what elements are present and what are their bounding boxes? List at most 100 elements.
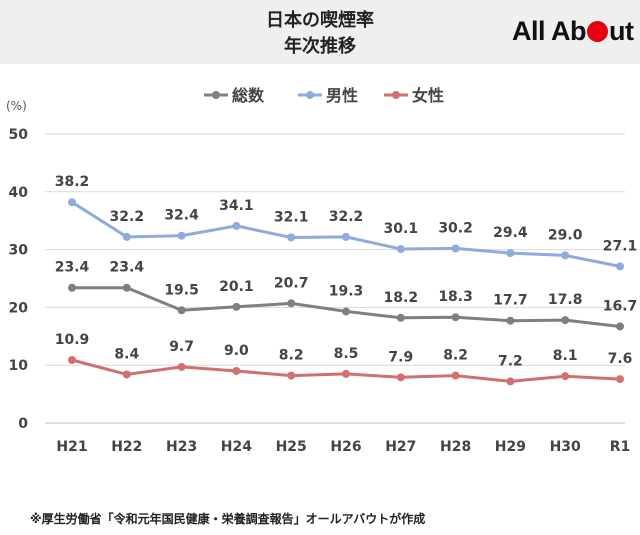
data-point-total [287, 299, 296, 308]
data-label-female: 9.7 [169, 339, 194, 355]
data-point-male [506, 249, 515, 258]
data-point-total [396, 313, 405, 322]
chart-title: 日本の喫煙率 [266, 10, 374, 31]
y-tick-label: 30 [9, 243, 29, 259]
source-footnote: ※厚生労働省「令和元年国民健康・栄養調査報告」オールアバウトが作成 [30, 512, 426, 526]
x-tick-label: H30 [550, 439, 581, 455]
data-label-total: 18.3 [438, 289, 473, 305]
legend-item-male: 男性 [298, 86, 358, 105]
x-tick-label: H25 [276, 439, 307, 455]
legend: 総数 男性 女性 [204, 86, 444, 105]
logo-text-b: ut [609, 16, 634, 46]
gridlines [45, 133, 625, 424]
x-tick-label: H23 [166, 439, 197, 455]
y-tick-label: 50 [9, 127, 29, 143]
data-point-total [177, 306, 186, 315]
data-point-total [506, 316, 515, 325]
data-point-male [561, 251, 570, 260]
series-total: 23.4 23.4 19.5 20.1 20.7 19.3 18.2 18.3 17.7 17.8… [55, 260, 638, 331]
data-label-male: 29.0 [548, 227, 583, 243]
allabout-logo: All Ab ut [512, 16, 634, 46]
data-point-male [122, 232, 131, 241]
data-label-total: 19.3 [329, 283, 364, 299]
data-label-total: 23.4 [110, 260, 145, 276]
data-point-female [342, 369, 350, 378]
data-point-male [287, 233, 296, 242]
data-point-female [616, 375, 624, 384]
y-tick-label: 0 [18, 416, 28, 432]
chart-subtitle: 年次推移 [284, 36, 356, 57]
data-point-male [232, 221, 241, 230]
data-label-male: 32.2 [110, 209, 145, 225]
x-tick-label: H21 [56, 439, 87, 455]
data-point-total [68, 283, 76, 292]
y-axis-label: (%) [6, 99, 27, 113]
data-label-total: 17.7 [493, 293, 528, 309]
header-bar: 日本の喫煙率 年次推移 All Ab ut [0, 0, 640, 64]
series-female: 10.9 8.4 9.7 9.0 8.2 8.5 7.9 8.2 7.2 8.1 7.6 [55, 332, 633, 386]
data-point-male [68, 198, 76, 207]
data-point-total [451, 313, 460, 322]
y-tick-label: 20 [9, 300, 29, 316]
data-point-female [451, 371, 460, 380]
x-tick-label: R1 [610, 439, 631, 455]
data-point-total [342, 307, 350, 316]
logo-dot-icon [587, 21, 608, 42]
data-label-total: 19.5 [164, 282, 199, 298]
data-label-male: 38.2 [55, 174, 90, 190]
y-axis: (%) 0 10 20 30 40 50 [6, 99, 28, 432]
data-label-male: 34.1 [219, 198, 254, 214]
data-label-female: 8.1 [553, 348, 578, 364]
legend-marker-total [212, 91, 220, 99]
data-label-total: 20.1 [219, 279, 254, 295]
data-point-female [561, 372, 570, 381]
data-label-female: 9.0 [224, 343, 249, 359]
data-point-male [616, 262, 624, 271]
data-label-male: 30.1 [384, 221, 419, 237]
legend-item-female: 女性 [384, 86, 444, 105]
legend-marker-male [306, 91, 314, 99]
data-point-female [68, 355, 76, 364]
data-point-total [616, 322, 624, 331]
data-label-female: 7.6 [608, 351, 633, 367]
y-tick-label: 10 [9, 358, 29, 374]
data-point-male [177, 231, 186, 240]
data-point-total [122, 283, 131, 292]
data-point-female [396, 373, 405, 382]
data-label-total: 23.4 [55, 260, 90, 276]
data-label-male: 32.2 [329, 209, 364, 225]
data-label-male: 32.1 [274, 209, 309, 225]
x-tick-label: H27 [385, 439, 416, 455]
data-label-male: 29.4 [493, 225, 528, 241]
x-tick-label: H24 [221, 439, 252, 455]
y-tick-label: 40 [9, 185, 29, 201]
data-label-total: 16.7 [603, 298, 638, 314]
data-point-male [451, 244, 460, 253]
data-label-total: 18.2 [384, 290, 419, 306]
data-label-male: 27.1 [603, 238, 638, 254]
data-label-female: 8.2 [279, 348, 304, 364]
data-label-female: 7.9 [388, 349, 413, 365]
data-label-female: 7.2 [498, 353, 523, 369]
data-label-female: 8.5 [334, 346, 359, 362]
x-tick-label: H28 [440, 439, 471, 455]
logo-text-a: All Ab [512, 16, 587, 46]
data-point-female [177, 362, 186, 371]
data-label-female: 8.2 [443, 348, 468, 364]
data-point-male [342, 232, 350, 241]
x-tick-label: H26 [330, 439, 361, 455]
data-label-male: 32.4 [164, 208, 199, 224]
data-label-female: 8.4 [114, 346, 139, 362]
data-point-female [122, 370, 131, 379]
legend-item-total: 総数 [204, 86, 265, 105]
series-male: 38.2 32.2 32.4 34.1 32.1 32.2 30.1 30.2 29.4 29.0… [55, 174, 638, 271]
data-point-female [287, 371, 296, 380]
series-layer: 23.4 23.4 19.5 20.1 20.7 19.3 18.2 18.3 17.7 17.8… [55, 174, 638, 386]
data-point-female [232, 366, 241, 375]
data-point-total [561, 316, 570, 325]
x-axis: H21 H22 H23 H24 H25 H26 H27 H28 H29 H30 R1 [56, 439, 630, 455]
legend-label-total: 総数 [232, 86, 265, 105]
x-tick-label: H22 [111, 439, 142, 455]
data-label-female: 10.9 [55, 332, 90, 348]
